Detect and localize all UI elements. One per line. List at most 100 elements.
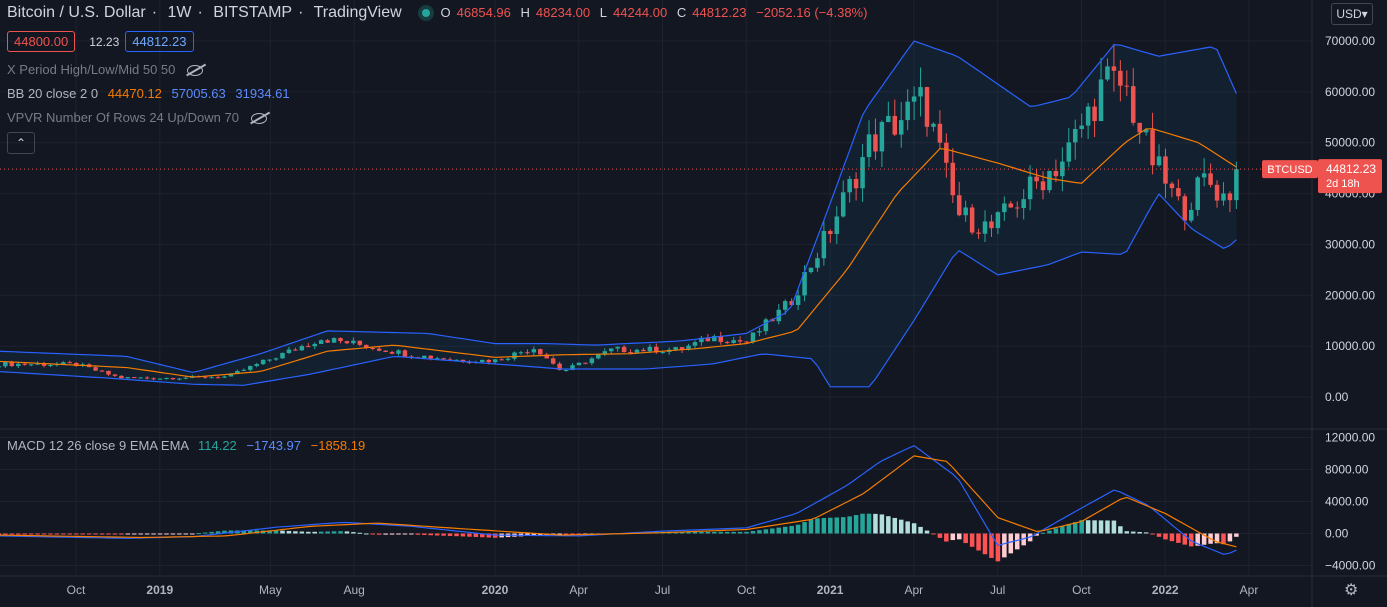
candle-body: [99, 370, 105, 372]
candle-body: [164, 378, 169, 380]
candle-body: [853, 178, 859, 189]
candle-body: [1169, 183, 1175, 189]
candle-body: [93, 367, 98, 371]
macd-histogram-bar: [286, 530, 292, 534]
candle-body: [744, 341, 749, 343]
candle-body: [312, 343, 317, 347]
gear-icon[interactable]: ⚙: [1344, 582, 1359, 599]
macd-histogram-bar: [1234, 533, 1239, 537]
hidden-eye-icon[interactable]: [187, 65, 204, 77]
macd-histogram-bar: [267, 530, 272, 534]
candle-body: [260, 359, 266, 365]
candle-body: [828, 231, 833, 235]
candle-body: [41, 363, 47, 366]
macd-legend[interactable]: MACD 12 26 close 9 EMA EMA 114.22 −1743.…: [7, 438, 365, 453]
macd-histogram-bar: [422, 533, 427, 535]
macd-histogram-bar: [918, 526, 923, 534]
macd-histogram-bar: [821, 518, 827, 534]
candle-body: [608, 348, 614, 352]
candle-body: [815, 258, 820, 268]
hidden-eye-icon[interactable]: [250, 113, 267, 125]
candle-body: [989, 221, 994, 229]
candle-body: [995, 212, 1001, 229]
candle-body: [518, 352, 524, 354]
candle-body: [589, 358, 595, 364]
macd-histogram-bar: [1156, 533, 1162, 537]
macd-histogram-bar: [396, 533, 401, 535]
interval[interactable]: 1W: [167, 4, 192, 21]
signal-line: [0, 455, 1237, 548]
macd-histogram-bar: [1014, 533, 1020, 550]
indicator-xperiod[interactable]: X Period High/Low/Mid 50 50: [7, 62, 209, 77]
candle-body: [1008, 203, 1014, 208]
bb-basis-value: 44470.12: [107, 86, 162, 101]
macd-histogram-bar: [866, 513, 872, 534]
candle-body: [550, 358, 556, 364]
market-status-icon[interactable]: [422, 8, 431, 17]
macd-histogram-bar: [1214, 533, 1220, 544]
candle-body: [847, 178, 852, 193]
macd-histogram-bar: [177, 533, 182, 535]
candle-body: [898, 120, 904, 135]
candle-body: [209, 377, 214, 379]
currency-dropdown[interactable]: USD▾: [1331, 3, 1373, 25]
candle-body: [48, 365, 53, 367]
macd-histogram-bar: [196, 533, 201, 535]
macd-histogram-bar: [1118, 526, 1123, 534]
candle-body: [1072, 128, 1078, 143]
candle-body: [1021, 199, 1026, 209]
candle-body: [1221, 193, 1226, 201]
macd-histogram-bar: [802, 522, 807, 534]
candle-body: [3, 362, 8, 367]
candle-body: [789, 301, 794, 305]
candle-body: [1130, 86, 1136, 123]
candle-body: [1085, 106, 1091, 126]
candle-body: [389, 351, 395, 354]
macd-histogram-bar: [1060, 526, 1065, 534]
candle-body: [724, 341, 730, 343]
collapse-legend-button[interactable]: ⌃: [7, 132, 35, 154]
candle-body: [692, 342, 698, 346]
macd-histogram-bar: [293, 531, 298, 534]
candle-body: [879, 122, 885, 152]
macd-histogram-bar: [1047, 530, 1052, 534]
macd-histogram-bar: [563, 533, 569, 535]
macd-histogram-bar: [54, 533, 60, 535]
macd-histogram-bar: [976, 533, 981, 551]
macd-histogram-bar: [705, 531, 711, 534]
macd-histogram-bar: [525, 533, 530, 537]
candle-body: [383, 350, 388, 352]
macd-histogram-bar: [1130, 531, 1136, 534]
candle-body: [576, 362, 582, 366]
macd-histogram-bar: [860, 513, 865, 534]
macd-histogram-bar: [61, 533, 66, 535]
candle-body: [782, 301, 788, 310]
macd-histogram-bar: [170, 533, 176, 535]
candle-body: [280, 352, 285, 359]
candle-body: [202, 376, 208, 378]
candle-body: [808, 267, 814, 273]
macd-histogram-bar: [74, 533, 79, 535]
sell-button[interactable]: 44800.00: [7, 31, 76, 52]
macd-signal-value: −1858.19: [310, 438, 366, 453]
candle-body: [1111, 66, 1117, 71]
macd-histogram-bar: [80, 533, 85, 535]
indicator-bb[interactable]: BB 20 close 2 0 44470.12 57005.63 31934.…: [7, 86, 296, 101]
macd-histogram-bar: [557, 533, 562, 535]
symbol-name[interactable]: Bitcoin / U.S. Dollar: [7, 4, 146, 21]
macd-histogram-bar: [402, 533, 408, 535]
candle-body: [776, 309, 782, 322]
macd-histogram-bar: [331, 531, 337, 534]
macd-histogram-bar: [1092, 520, 1097, 534]
candle-body: [654, 346, 659, 353]
indicator-vpvr[interactable]: VPVR Number Of Rows 24 Up/Down 70: [7, 110, 273, 125]
candle-body: [583, 362, 588, 364]
candle-body: [35, 363, 40, 365]
macd-histogram-bar: [898, 519, 904, 534]
macd-histogram-bar: [1188, 533, 1194, 547]
buy-button[interactable]: 44812.23: [125, 31, 194, 52]
macd-histogram-bar: [679, 531, 685, 534]
macd-histogram-bar: [692, 531, 698, 534]
macd-histogram-bar: [447, 533, 453, 536]
